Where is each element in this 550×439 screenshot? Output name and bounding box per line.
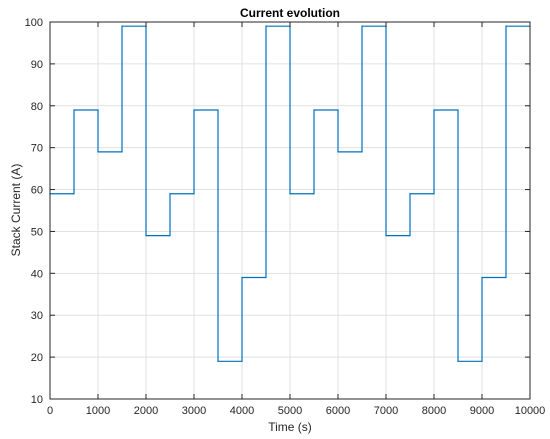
y-tick-label: 10	[31, 394, 43, 406]
data-point	[265, 276, 267, 279]
data-point	[193, 109, 195, 111]
data-point	[313, 193, 315, 195]
data-point	[505, 25, 507, 27]
y-tick-label: 80	[31, 101, 43, 113]
y-tick-label: 30	[31, 310, 43, 322]
y-tick-label: 50	[31, 226, 43, 238]
data-point	[193, 193, 195, 195]
data-point	[241, 276, 243, 279]
x-axis-label: Time (s)	[268, 420, 312, 434]
tick-labels: 0 1000 2000 3000 4000 5000 6000 7000 8000 9000 100…	[25, 17, 546, 417]
data-point	[409, 193, 411, 195]
x-tick-label: 1000	[86, 405, 110, 417]
x-tick-label: 5000	[278, 405, 302, 417]
data-point	[313, 109, 315, 111]
x-tick-label: 6000	[326, 405, 350, 417]
x-tick-label: 2000	[134, 405, 158, 417]
ticks	[49, 21, 531, 400]
data-point	[361, 151, 363, 153]
data-point	[169, 193, 171, 195]
data-point	[121, 151, 123, 153]
data-point	[433, 109, 435, 111]
data-point	[481, 360, 483, 362]
data-point	[217, 360, 219, 362]
x-tick-label: 7000	[374, 405, 398, 417]
x-tick-label: 10000	[515, 405, 546, 417]
data-point	[457, 360, 459, 362]
x-tick-label: 8000	[422, 405, 446, 417]
data-point	[385, 235, 387, 237]
data-point	[457, 109, 459, 111]
y-tick-label: 70	[31, 143, 43, 155]
data-point	[505, 276, 507, 279]
y-tick-label: 40	[31, 268, 43, 280]
data-point	[145, 235, 147, 237]
x-tick-label: 4000	[230, 405, 254, 417]
y-tick-label: 20	[31, 352, 43, 364]
x-tick-label: 9000	[470, 405, 494, 417]
y-tick-label: 100	[25, 17, 43, 29]
data-point	[97, 151, 99, 153]
y-axis-label: Stack Current (A)	[9, 164, 23, 257]
data-point	[409, 235, 411, 237]
data-point	[361, 25, 363, 27]
data-point	[265, 25, 267, 27]
series-layer	[49, 25, 531, 362]
series-line	[50, 25, 530, 362]
x-tick-label: 0	[47, 405, 53, 417]
data-point	[169, 235, 171, 237]
data-point	[337, 109, 339, 111]
data-point	[73, 193, 75, 195]
data-point	[121, 25, 123, 27]
data-point	[241, 360, 243, 362]
data-point	[481, 276, 483, 279]
y-tick-label: 90	[31, 59, 43, 71]
chart-title: Current evolution	[240, 6, 340, 20]
data-point	[337, 151, 339, 153]
data-point	[73, 109, 75, 111]
y-tick-label: 60	[31, 185, 43, 197]
data-point	[97, 109, 99, 111]
data-point	[289, 193, 291, 195]
data-point	[217, 109, 219, 111]
data-point	[433, 193, 435, 195]
x-tick-label: 3000	[182, 405, 206, 417]
